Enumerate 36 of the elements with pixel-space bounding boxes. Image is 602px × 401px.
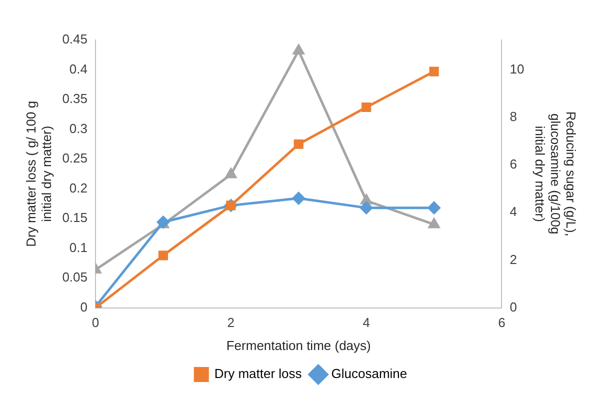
point bbox=[294, 139, 304, 149]
x-tick-label: 6 bbox=[498, 315, 506, 330]
point bbox=[293, 44, 304, 54]
y2-axis-title: Reducing sugar (g/L), glucosamine (g/100g initial dry matter) bbox=[532, 111, 579, 236]
y-tick-label: 0.15 bbox=[62, 210, 88, 226]
y-tick-label: 0.25 bbox=[62, 150, 88, 166]
y-tick-label: 0 bbox=[80, 299, 88, 314]
legend-label: Dry matter loss bbox=[214, 366, 302, 382]
y2-tick-label: 6 bbox=[510, 156, 517, 172]
point bbox=[292, 192, 305, 205]
point bbox=[225, 168, 236, 178]
x-axis-title: Fermentation time (days) bbox=[226, 338, 371, 353]
y-tick-label: 0.3 bbox=[69, 120, 88, 136]
y-axis-title: Dry matter loss ( g/ 100 g initial dry matter) bbox=[23, 100, 54, 247]
y2-tick-label: 4 bbox=[510, 204, 517, 220]
y-tick-label: 0.45 bbox=[62, 32, 88, 47]
point bbox=[158, 250, 168, 260]
point bbox=[429, 66, 439, 76]
y2-tick-label: 10 bbox=[510, 61, 524, 76]
y2-tick-label: 0 bbox=[510, 299, 517, 314]
point bbox=[360, 194, 372, 204]
y-tick-label: 0.2 bbox=[69, 180, 88, 196]
y2-tick-label: 8 bbox=[510, 108, 517, 124]
y-tick-label: 0.35 bbox=[62, 91, 88, 106]
point bbox=[360, 202, 373, 214]
y-tick-label: 0.1 bbox=[69, 240, 88, 255]
x-tick-label: 0 bbox=[92, 315, 100, 330]
x-tick-label: 2 bbox=[227, 315, 235, 330]
y-tick-label: 0.05 bbox=[62, 270, 88, 285]
point bbox=[362, 102, 372, 112]
y2-tick-label: 2 bbox=[510, 252, 517, 267]
y-tick-label: 0.4 bbox=[69, 61, 88, 76]
x-tick-label: 4 bbox=[362, 315, 370, 330]
point bbox=[428, 202, 440, 214]
legend-label: Glucosamine bbox=[331, 366, 408, 382]
point bbox=[428, 218, 440, 228]
